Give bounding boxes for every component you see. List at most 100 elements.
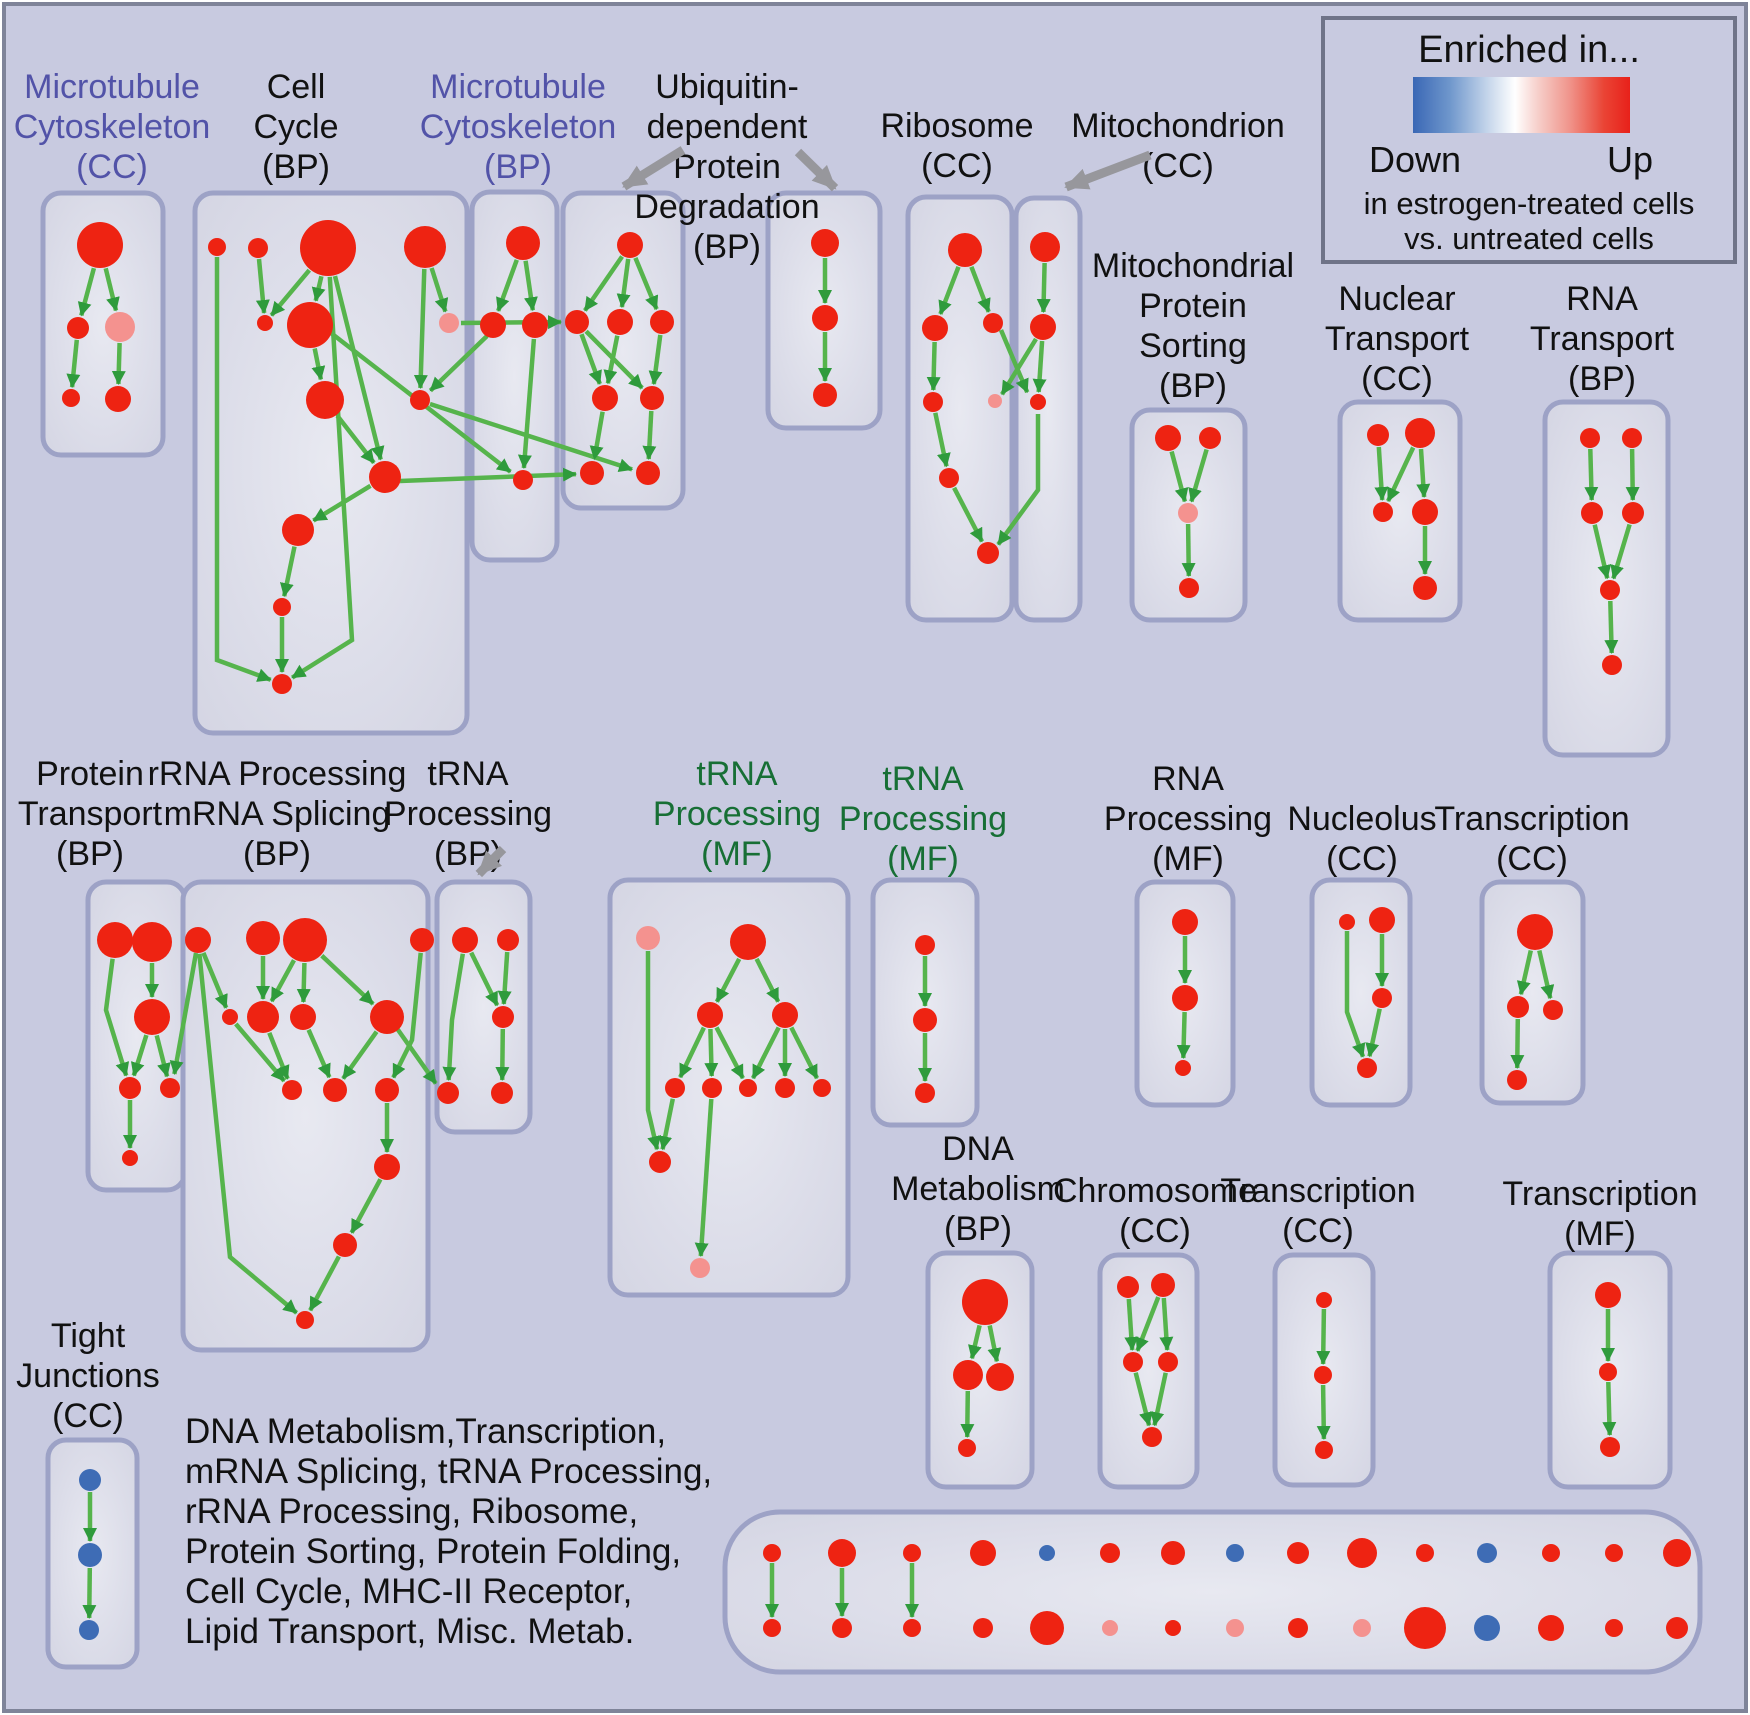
go-term-node: [1151, 1273, 1175, 1297]
group-label: (BP): [56, 835, 124, 873]
hierarchy-edge: [926, 341, 941, 391]
go-term-node: [1542, 1544, 1560, 1562]
hierarchy-edge: [987, 1325, 1002, 1363]
go-term-node: [375, 1078, 399, 1102]
hierarchy-edge: [960, 1390, 975, 1438]
go-term-node: [915, 1083, 935, 1103]
go-term-node: [813, 383, 837, 407]
note-text-line: Lipid Transport, Misc. Metab.: [185, 1612, 634, 1651]
callout-arrow: [621, 146, 686, 191]
go-term-node: [257, 315, 273, 331]
go-term-node: [1372, 988, 1392, 1008]
go-term-node: [1543, 1000, 1563, 1020]
go-term-node: [1339, 914, 1355, 930]
hierarchy-edge: [633, 257, 659, 311]
group-label: Processing: [839, 800, 1007, 838]
hierarchy-edge: [394, 1025, 438, 1085]
go-term-node: [1199, 427, 1221, 449]
go-term-node: [739, 1079, 757, 1097]
group-box-misc-functions: [722, 1509, 1703, 1675]
hierarchy-edge: [1604, 600, 1619, 654]
group-label: Junctions: [16, 1357, 160, 1395]
go-term-node: [1178, 503, 1198, 523]
group-label: Tight: [51, 1317, 126, 1355]
go-term-node: [948, 233, 982, 267]
go-term-node: [283, 918, 327, 962]
hierarchy-edge: [399, 467, 577, 484]
go-term-node: [77, 222, 123, 268]
go-term-node: [513, 470, 533, 490]
legend-title: Enriched in...: [1418, 29, 1640, 71]
go-term-node: [988, 394, 1002, 408]
go-term-node: [134, 999, 170, 1035]
go-term-node: [497, 929, 519, 951]
legend-gradient-bar: [1413, 77, 1630, 133]
hierarchy-edge: [103, 958, 130, 1077]
go-term-node: [1602, 655, 1622, 675]
go-term-node: [1030, 314, 1056, 340]
hierarchy-edge: [1032, 340, 1047, 393]
group-label: Ribosome: [880, 107, 1033, 145]
go-term-node: [636, 461, 660, 485]
hierarchy-edge: [77, 267, 97, 317]
hierarchy-edge: [952, 486, 984, 543]
group-label: Processing: [1104, 800, 1272, 838]
go-term-node: [506, 226, 540, 260]
hierarchy-edge: [1610, 523, 1632, 580]
group-box-transcription-cc-1: [1479, 879, 1586, 1106]
legend-subtitle-line1: in estrogen-treated cells: [1364, 186, 1695, 221]
group-label: Protein: [36, 755, 144, 793]
group-box-mitochondrion-cc: [1013, 195, 1083, 623]
go-term-node: [282, 1080, 302, 1100]
hierarchy-edge: [234, 1022, 286, 1083]
group-label: RNA: [1566, 280, 1638, 318]
group-label: Microtubule: [430, 68, 606, 106]
hierarchy-edge: [1133, 1372, 1153, 1427]
go-term-node: [1155, 425, 1181, 451]
go-term-node: [983, 313, 1003, 333]
go-term-node: [370, 1000, 404, 1034]
go-term-node: [208, 238, 226, 256]
hierarchy-edge: [1169, 450, 1189, 503]
hierarchy-edge: [469, 951, 500, 1007]
go-term-node: [903, 1544, 921, 1562]
group-label: Cycle: [253, 108, 338, 146]
group-box-ubiquitin-dependent-protein-degradation-bp: [560, 190, 686, 511]
group-label: tRNA: [696, 755, 778, 793]
go-term-node: [1477, 1543, 1497, 1563]
hierarchy-edge: [694, 1098, 714, 1257]
group-label: Mitochondrial: [1092, 247, 1294, 285]
go-term-node: [1413, 576, 1437, 600]
hierarchy-edge: [497, 951, 512, 1005]
go-term-node: [272, 674, 292, 694]
group-label: (CC): [1282, 1212, 1354, 1250]
group-label: Transport: [1325, 320, 1470, 358]
legend-box: [1321, 16, 1737, 264]
go-term-node: [697, 1002, 723, 1028]
hierarchy-edge: [789, 1026, 820, 1080]
hierarchy-edge: [517, 338, 537, 469]
go-term-node: [775, 1078, 795, 1098]
go-term-node: [1030, 394, 1046, 410]
go-term-node: [1580, 428, 1600, 448]
go-term-node: [97, 922, 133, 958]
group-box-nucleolus-cc: [1309, 877, 1413, 1108]
go-term-node: [246, 921, 280, 955]
go-term-node: [828, 1539, 856, 1567]
go-term-node: [903, 1619, 921, 1637]
group-label: Transport: [18, 795, 163, 833]
hierarchy-edge: [1516, 950, 1533, 996]
go-term-node: [105, 312, 135, 342]
hierarchy-edge: [1036, 262, 1051, 313]
go-term-node: [1600, 1437, 1620, 1457]
go-term-node: [763, 1619, 781, 1637]
go-term-node: [665, 1078, 685, 1098]
hierarchy-edge: [750, 1026, 781, 1080]
go-term-node: [702, 1078, 722, 1098]
hierarchy-edge: [279, 546, 297, 598]
hierarchy-edge: [1386, 446, 1416, 503]
hierarchy-edge: [583, 255, 624, 312]
go-term-node: [452, 927, 478, 953]
group-label: (CC): [921, 147, 993, 185]
go-term-node: [1595, 1282, 1621, 1308]
